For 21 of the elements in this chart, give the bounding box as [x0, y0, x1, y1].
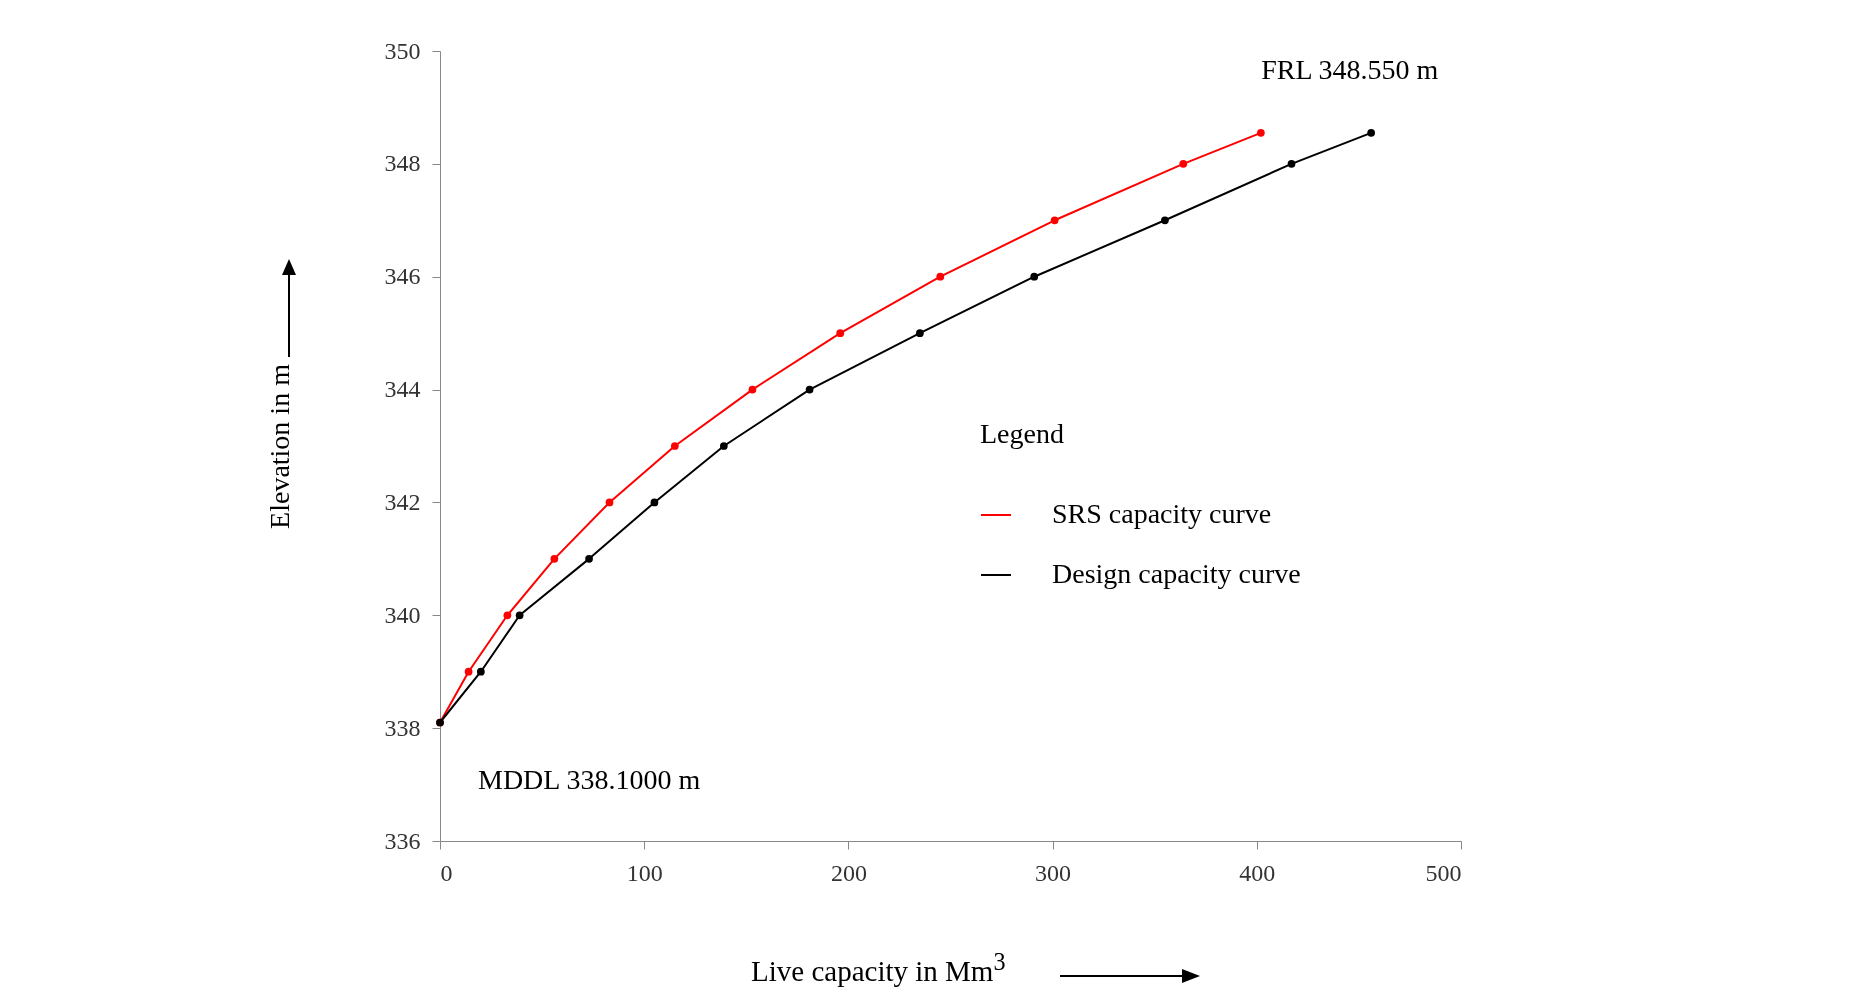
y-tick-label: 346 [384, 263, 421, 290]
y-tick-label: 350 [384, 37, 421, 64]
x-tick-label: 0 [440, 859, 453, 886]
x-tick-label: 100 [626, 859, 663, 886]
y-tick-label: 344 [384, 376, 421, 403]
y-tick-label: 338 [384, 714, 421, 741]
x-tick-label: 400 [1239, 859, 1276, 886]
annotation: MDDL 338.1000 m [478, 763, 701, 795]
y-tick-label: 336 [384, 827, 421, 854]
y-tick-label: 348 [384, 150, 421, 177]
x-tick-label: 500 [1425, 859, 1462, 886]
x-axis-title: Live capacity in Mm$^{3}$ [751, 948, 1006, 988]
x-tick-label: 300 [1035, 859, 1072, 886]
legend-title: Legend [980, 418, 1064, 449]
x-tick-label: 200 [830, 859, 867, 886]
y-tick-label: 340 [384, 601, 421, 628]
y-axis-title: Elevation in m [263, 363, 295, 529]
legend-label: Design capacity curve [1052, 558, 1301, 589]
legend-label: SRS capacity curve [1052, 498, 1272, 529]
annotation: FRL 348.550 m [1261, 53, 1439, 85]
y-tick-label: 342 [384, 488, 421, 515]
